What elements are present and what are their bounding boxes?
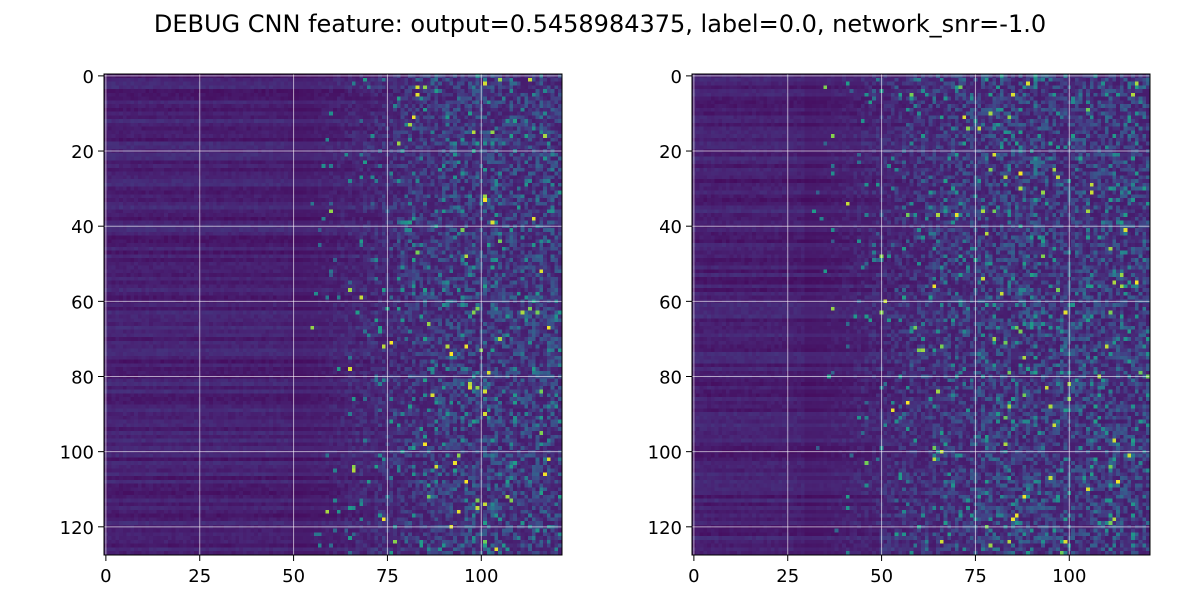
heatmap-left-x-axis: 0 25 50 75 100 — [100, 555, 498, 587]
x-tick-label: 25 — [776, 566, 799, 587]
heatmap-right-y-axis: 0 20 40 60 80 100 120 — [648, 67, 692, 539]
heatmap-right-frame — [691, 73, 1151, 556]
y-tick-label: 0 — [671, 67, 682, 88]
heatmap-left-grid — [104, 74, 562, 555]
heatmap-panel-left: 0 25 50 75 100 0 20 40 60 80 100 120 — [60, 67, 563, 587]
heatmap-left-frame — [103, 73, 563, 556]
y-tick-label: 40 — [659, 217, 682, 238]
y-tick-label: 60 — [71, 292, 94, 313]
y-tick-label: 80 — [659, 368, 682, 389]
heatmap-right-canvas — [692, 74, 1150, 555]
heatmap-right-x-axis: 0 25 50 75 100 — [688, 555, 1086, 587]
x-tick-label: 75 — [376, 566, 399, 587]
x-tick-label: 0 — [688, 566, 699, 587]
y-tick-label: 0 — [83, 67, 94, 88]
y-tick-label: 40 — [71, 217, 94, 238]
heatmap-right-image-holder — [692, 74, 1150, 555]
heatmap-left-image-holder — [104, 74, 562, 555]
y-tick-label: 80 — [71, 368, 94, 389]
y-tick-label: 100 — [60, 443, 94, 464]
x-tick-label: 0 — [100, 566, 111, 587]
y-tick-label: 20 — [71, 142, 94, 163]
y-tick-label: 100 — [648, 443, 682, 464]
x-tick-label: 100 — [1052, 566, 1086, 587]
heatmap-left-canvas — [104, 74, 562, 555]
heatmap-panel-right: 0 25 50 75 100 0 20 40 60 80 100 120 — [648, 67, 1151, 587]
heatmap-left-y-axis: 0 20 40 60 80 100 120 — [60, 67, 104, 539]
x-tick-label: 75 — [964, 566, 987, 587]
y-tick-label: 120 — [60, 518, 94, 539]
figure-title: DEBUG CNN feature: output=0.5458984375, … — [154, 10, 1046, 38]
y-tick-label: 60 — [659, 292, 682, 313]
x-tick-label: 50 — [282, 566, 305, 587]
y-tick-label: 120 — [648, 518, 682, 539]
x-tick-label: 100 — [464, 566, 498, 587]
x-tick-label: 50 — [870, 566, 893, 587]
x-tick-label: 25 — [188, 566, 211, 587]
heatmap-right-grid — [692, 74, 1150, 555]
y-tick-label: 20 — [659, 142, 682, 163]
